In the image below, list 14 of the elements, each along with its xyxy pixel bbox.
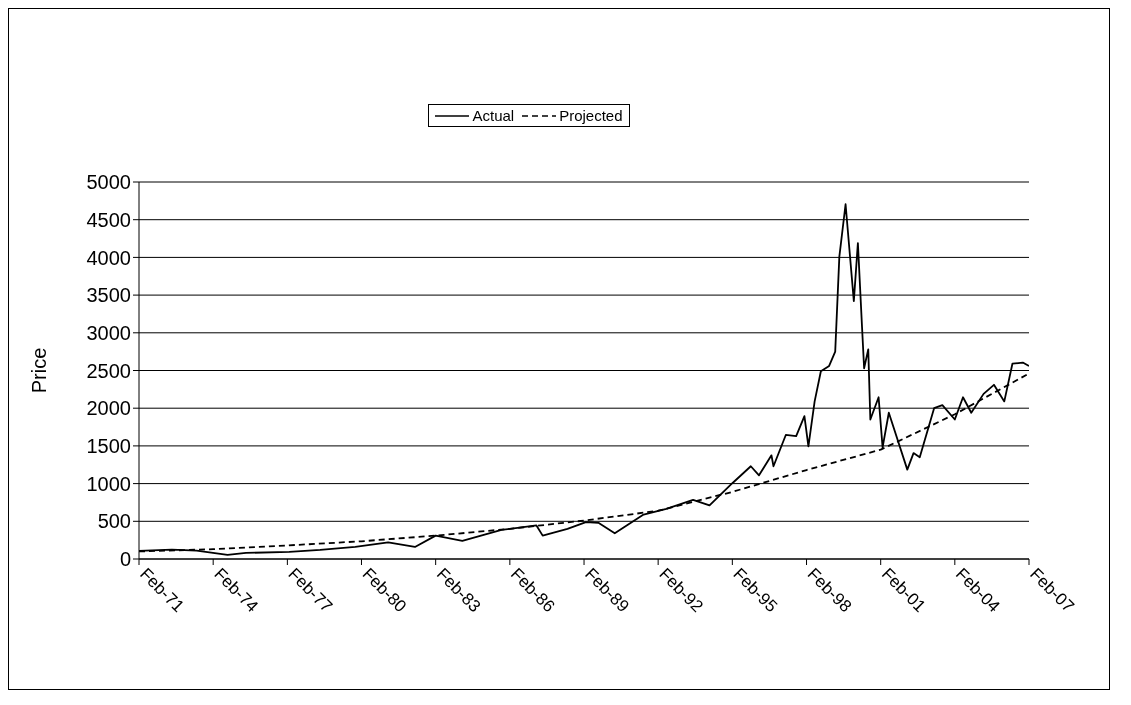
y-tick-label: 2500 — [86, 359, 131, 382]
y-tick-label: 1000 — [86, 472, 131, 495]
y-tick-label: 3000 — [86, 321, 131, 344]
y-axis-title: Price — [28, 347, 51, 394]
y-tick-label: 1500 — [86, 435, 131, 457]
y-tick-label: 0 — [119, 548, 131, 571]
y-tick-label: 4500 — [86, 208, 131, 231]
y-tick-label: 500 — [97, 510, 131, 533]
legend-label: Actual — [471, 107, 515, 124]
y-tick-label: 5000 — [86, 171, 131, 194]
y-tick-label: 4000 — [86, 246, 131, 269]
y-tick-label: 2000 — [86, 397, 131, 420]
legend-label: Projected — [558, 107, 623, 124]
y-tick-label: 3500 — [86, 284, 131, 307]
